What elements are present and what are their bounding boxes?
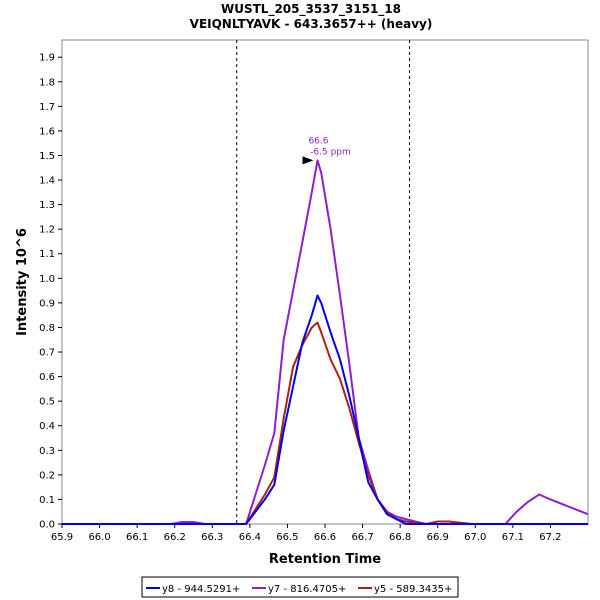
x-axis-title: Retention Time: [269, 552, 381, 567]
y-tick-label: 0.5: [39, 397, 55, 408]
legend-label-y7: y7 - 816.4705+: [268, 584, 346, 595]
legend-label-y5: y5 - 589.3435+: [374, 584, 452, 595]
y-tick-label: 1.6: [39, 126, 55, 137]
x-tick-label: 66.8: [389, 532, 411, 543]
y-tick-label: 0.8: [39, 323, 55, 334]
x-tick-label: 66.4: [239, 532, 261, 543]
peak-boundaries: [236, 40, 411, 524]
peak-annotation-ppm: -6.5 ppm: [310, 147, 351, 157]
legend-label-y8: y8 - 944.5291+: [162, 584, 240, 595]
y-tick-label: 0.9: [39, 298, 55, 309]
x-tick-label: 67.1: [502, 532, 524, 543]
chart-subtitle: VEIQNLTYAVK - 643.3657++ (heavy): [190, 17, 433, 31]
y-tick-label: 0.1: [39, 495, 55, 506]
peak-annotation-rt: 66.6: [308, 136, 328, 146]
y-tick-label: 1.3: [39, 200, 55, 211]
y-tick-label: 0.7: [39, 348, 55, 359]
y-tick-label: 1.7: [39, 102, 55, 113]
series-lines: [62, 159, 589, 525]
x-axis: 65.9 66.0 66.1 66.2 66.3 66.4 66.5 66.6 66.7 66.8…: [51, 524, 562, 543]
x-tick-label: 66.6: [314, 532, 336, 543]
x-tick-label: 66.7: [351, 532, 373, 543]
y-tick-label: 1.0: [39, 274, 55, 285]
chart-title: WUSTL_205_3537_3151_18: [221, 2, 401, 17]
series-line-y7: [62, 159, 589, 525]
y-tick-label: 1.2: [39, 225, 55, 236]
x-tick-label: 65.9: [51, 532, 73, 543]
y-tick-label: 1.1: [39, 249, 55, 260]
y-tick-label: 1.8: [39, 77, 55, 88]
peak-annotation: 66.6 -6.5 ppm: [302, 136, 351, 165]
y-tick-label: 1.9: [39, 53, 55, 64]
x-tick-label: 66.1: [126, 532, 148, 543]
x-tick-label: 66.9: [427, 532, 449, 543]
x-tick-label: 66.0: [88, 532, 110, 543]
x-tick-label: 66.5: [276, 532, 298, 543]
x-tick-label: 66.2: [164, 532, 186, 543]
x-tick-label: 66.3: [201, 532, 223, 543]
y-tick-label: 0.4: [39, 421, 55, 432]
x-tick-label: 67.0: [464, 532, 486, 543]
legend-box: [141, 576, 459, 598]
x-tick-label: 67.2: [539, 532, 561, 543]
legend: y8 - 944.5291+ y7 - 816.4705+ y5 - 589.3…: [141, 576, 459, 598]
y-tick-label: 0.3: [39, 446, 55, 457]
series-line-y8: [62, 294, 588, 525]
y-tick-label: 0.0: [39, 520, 55, 531]
y-tick-label: 0.2: [39, 470, 55, 481]
series-line-y5: [62, 321, 588, 525]
y-tick-label: 1.4: [39, 176, 55, 187]
y-axis: 0.0 0.1 0.2 0.3 0.4 0.5 0.6 0.7 0.8 0.9 1.0 1.1 1.2 1…: [39, 53, 62, 531]
peak-marker-arrow: [302, 156, 314, 165]
y-axis-title: Intensity 10^6: [15, 228, 30, 336]
plot-area: [61, 39, 589, 525]
y-tick-label: 1.5: [39, 151, 55, 162]
y-tick-label: 0.6: [39, 372, 55, 383]
